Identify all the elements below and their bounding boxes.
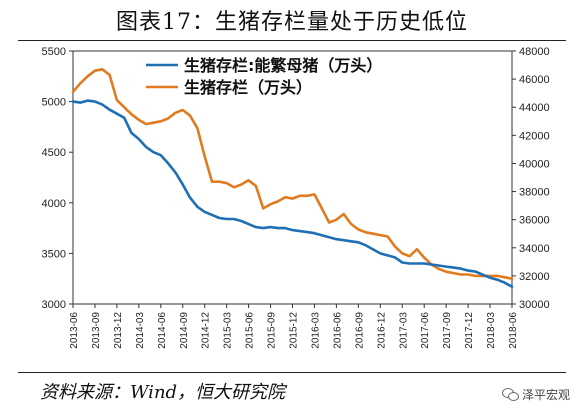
right-tick-label: 42000 [519,130,550,142]
series-line-sow [71,99,514,289]
x-tick-label: 2013-06 [69,312,80,349]
x-tick-label: 2014-09 [179,312,190,349]
x-tick-label: 2018-06 [508,312,519,349]
left-tick-label: 4000 [42,198,66,210]
x-tick-label: 2015-03 [223,312,234,349]
x-tick-label: 2013-12 [113,312,124,349]
x-tick-label: 2016-03 [310,312,321,349]
x-tick-label: 2017-06 [420,312,431,349]
series-line-hog [71,68,514,280]
x-tick-label: 2017-12 [464,312,475,349]
source-divider [18,372,566,373]
right-tick-label: 40000 [519,158,550,170]
right-tick-label: 48000 [519,46,550,58]
x-tick-label: 2017-03 [398,312,409,349]
right-tick-label: 32000 [519,271,550,283]
left-tick-label: 5000 [42,97,66,109]
right-tick-label: 30000 [519,299,550,311]
title-divider [18,40,566,41]
right-tick-label: 44000 [519,102,550,114]
legend: 生猪存栏:能繁母猪（万头） 生猪存栏（万头） [146,56,382,97]
right-tick-label: 34000 [519,243,550,255]
x-tick-label: 2017-09 [442,312,453,349]
watermark-text: 泽平宏观 [521,388,570,402]
left-tick-label: 4500 [42,147,66,159]
x-tick-label: 2016-09 [354,312,365,349]
x-tick-label: 2018-03 [486,312,497,349]
left-tick-label: 3000 [42,299,66,311]
legend-item-hog-label: 生猪存栏（万头） [184,78,312,97]
x-tick-label: 2014-06 [157,312,168,349]
left-y-axis: 3000 3500 4000 4500 5000 5500 [42,46,73,311]
right-tick-label: 46000 [519,74,550,86]
x-tick-label: 2014-12 [201,312,212,349]
x-tick-label: 2016-12 [376,312,387,349]
x-tick-label: 2015-09 [267,312,278,349]
legend-item-sow-label: 生猪存栏:能繁母猪（万头） [184,56,382,75]
watermark: 泽平宏观 [501,386,570,403]
x-tick-label: 2016-06 [332,312,343,349]
left-tick-label: 3500 [42,248,66,260]
left-tick-label: 5500 [42,46,66,58]
series-lines [71,68,514,289]
chart-title: 图表17：生猪存栏量处于历史低位 [116,10,468,35]
wechat-icon [501,388,519,401]
x-tick-label: 2014-03 [135,312,146,349]
x-tick-label: 2013-09 [91,312,102,349]
x-tick-label: 2015-06 [245,312,256,349]
right-y-axis: 30000 32000 34000 36000 38000 40000 42000 44000… [512,46,550,311]
right-tick-label: 38000 [519,187,550,199]
source-note: 资料来源：Wind，恒大研究院 [40,382,286,403]
x-tick-label: 2015-12 [289,312,300,349]
right-tick-label: 36000 [519,215,550,227]
x-axis: 2013-06 2013-09 2013-12 2014-03 2014-06 2014-… [69,304,519,349]
